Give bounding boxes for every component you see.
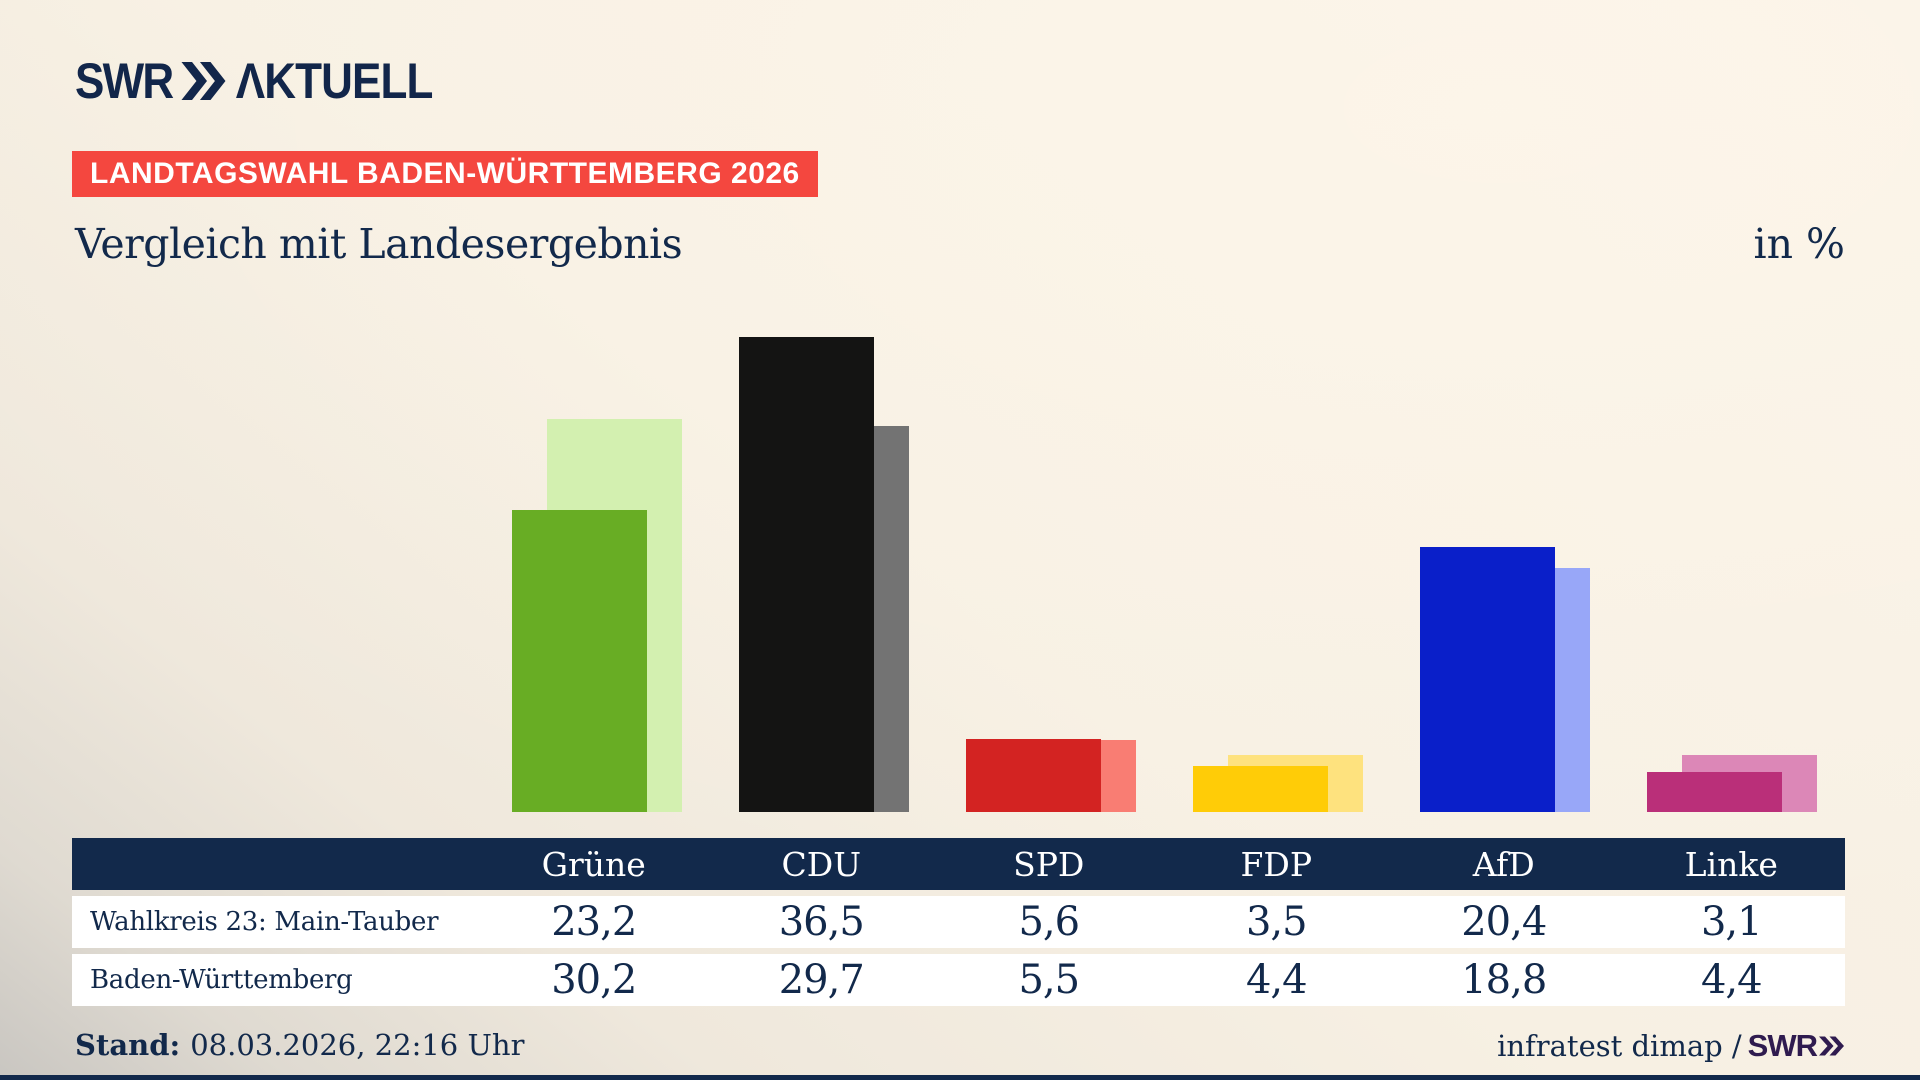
- bar-afd-wahlkreis: [1420, 547, 1555, 812]
- column-header-fdp: FDP: [1240, 844, 1313, 884]
- column-header-linke: Linke: [1684, 844, 1778, 884]
- swr-aktuell-logo: SWR ΛKTUELL: [75, 52, 434, 110]
- source-credit: infratest dimap / SWR: [1497, 1028, 1845, 1064]
- bottom-accent-bar: [0, 1075, 1920, 1080]
- cell-gruene-wahlkreis: 23,2: [551, 899, 637, 945]
- row-label-baden-wuerttemberg: Baden-Württemberg: [90, 965, 353, 995]
- cell-linke-wahlkreis: 3,1: [1700, 899, 1763, 945]
- table-row-wahlkreis: Wahlkreis 23: Main-Tauber 23,2 36,5 5,6 3,5 2…: [72, 896, 1845, 948]
- cell-spd-land: 5,5: [1018, 957, 1080, 1003]
- logo-aktuell-text: ΛKTUELL: [235, 53, 434, 109]
- stand-label: Stand:: [75, 1028, 181, 1062]
- column-header-cdu: CDU: [781, 844, 862, 884]
- unit-label: in %: [1753, 220, 1845, 268]
- cell-cdu-land: 29,7: [778, 957, 865, 1003]
- column-header-gruene: Grüne: [541, 844, 646, 884]
- cell-cdu-wahlkreis: 36,5: [778, 899, 865, 945]
- double-chevron-icon: [181, 62, 227, 100]
- cell-linke-land: 4,4: [1700, 957, 1763, 1003]
- election-badge: LANDTAGSWAHL BADEN-WÜRTTEMBERG 2026: [72, 151, 818, 197]
- timestamp: Stand: 08.03.2026, 22:16 Uhr: [75, 1028, 524, 1062]
- table-row-land: Baden-Württemberg 30,2 29,7 5,5 4,4 18,8 4,4: [72, 954, 1845, 1006]
- logo-swr-text: SWR: [75, 53, 174, 109]
- column-header-spd: SPD: [1013, 844, 1085, 884]
- cell-afd-wahlkreis: 20,4: [1461, 899, 1547, 945]
- bar-fdp-wahlkreis: [1193, 766, 1328, 812]
- bar-linke-wahlkreis: [1647, 772, 1782, 812]
- bar-gruene-wahlkreis: [512, 510, 647, 812]
- cell-afd-land: 18,8: [1461, 957, 1547, 1003]
- table-header-row: Grüne CDU SPD FDP AfD Linke: [72, 838, 1845, 890]
- row-label-wahlkreis-23-main-tauber: Wahlkreis 23: Main-Tauber: [90, 907, 439, 937]
- column-header-afd: AfD: [1472, 844, 1535, 884]
- credit-brand: SWR: [1748, 1028, 1845, 1064]
- bar-spd-wahlkreis: [966, 739, 1101, 812]
- double-chevron-icon: [1819, 1028, 1845, 1064]
- bar-cdu-wahlkreis: [739, 337, 874, 812]
- cell-spd-wahlkreis: 5,6: [1018, 899, 1080, 945]
- stand-value: 08.03.2026, 22:16 Uhr: [190, 1028, 525, 1062]
- cell-gruene-land: 30,2: [551, 957, 637, 1003]
- credit-text: infratest dimap /: [1497, 1029, 1742, 1063]
- cell-fdp-land: 4,4: [1245, 957, 1308, 1003]
- chart-title: Vergleich mit Landesergebnis: [75, 220, 683, 268]
- credit-brand-text: SWR: [1747, 1028, 1818, 1063]
- cell-fdp-wahlkreis: 3,5: [1245, 899, 1308, 945]
